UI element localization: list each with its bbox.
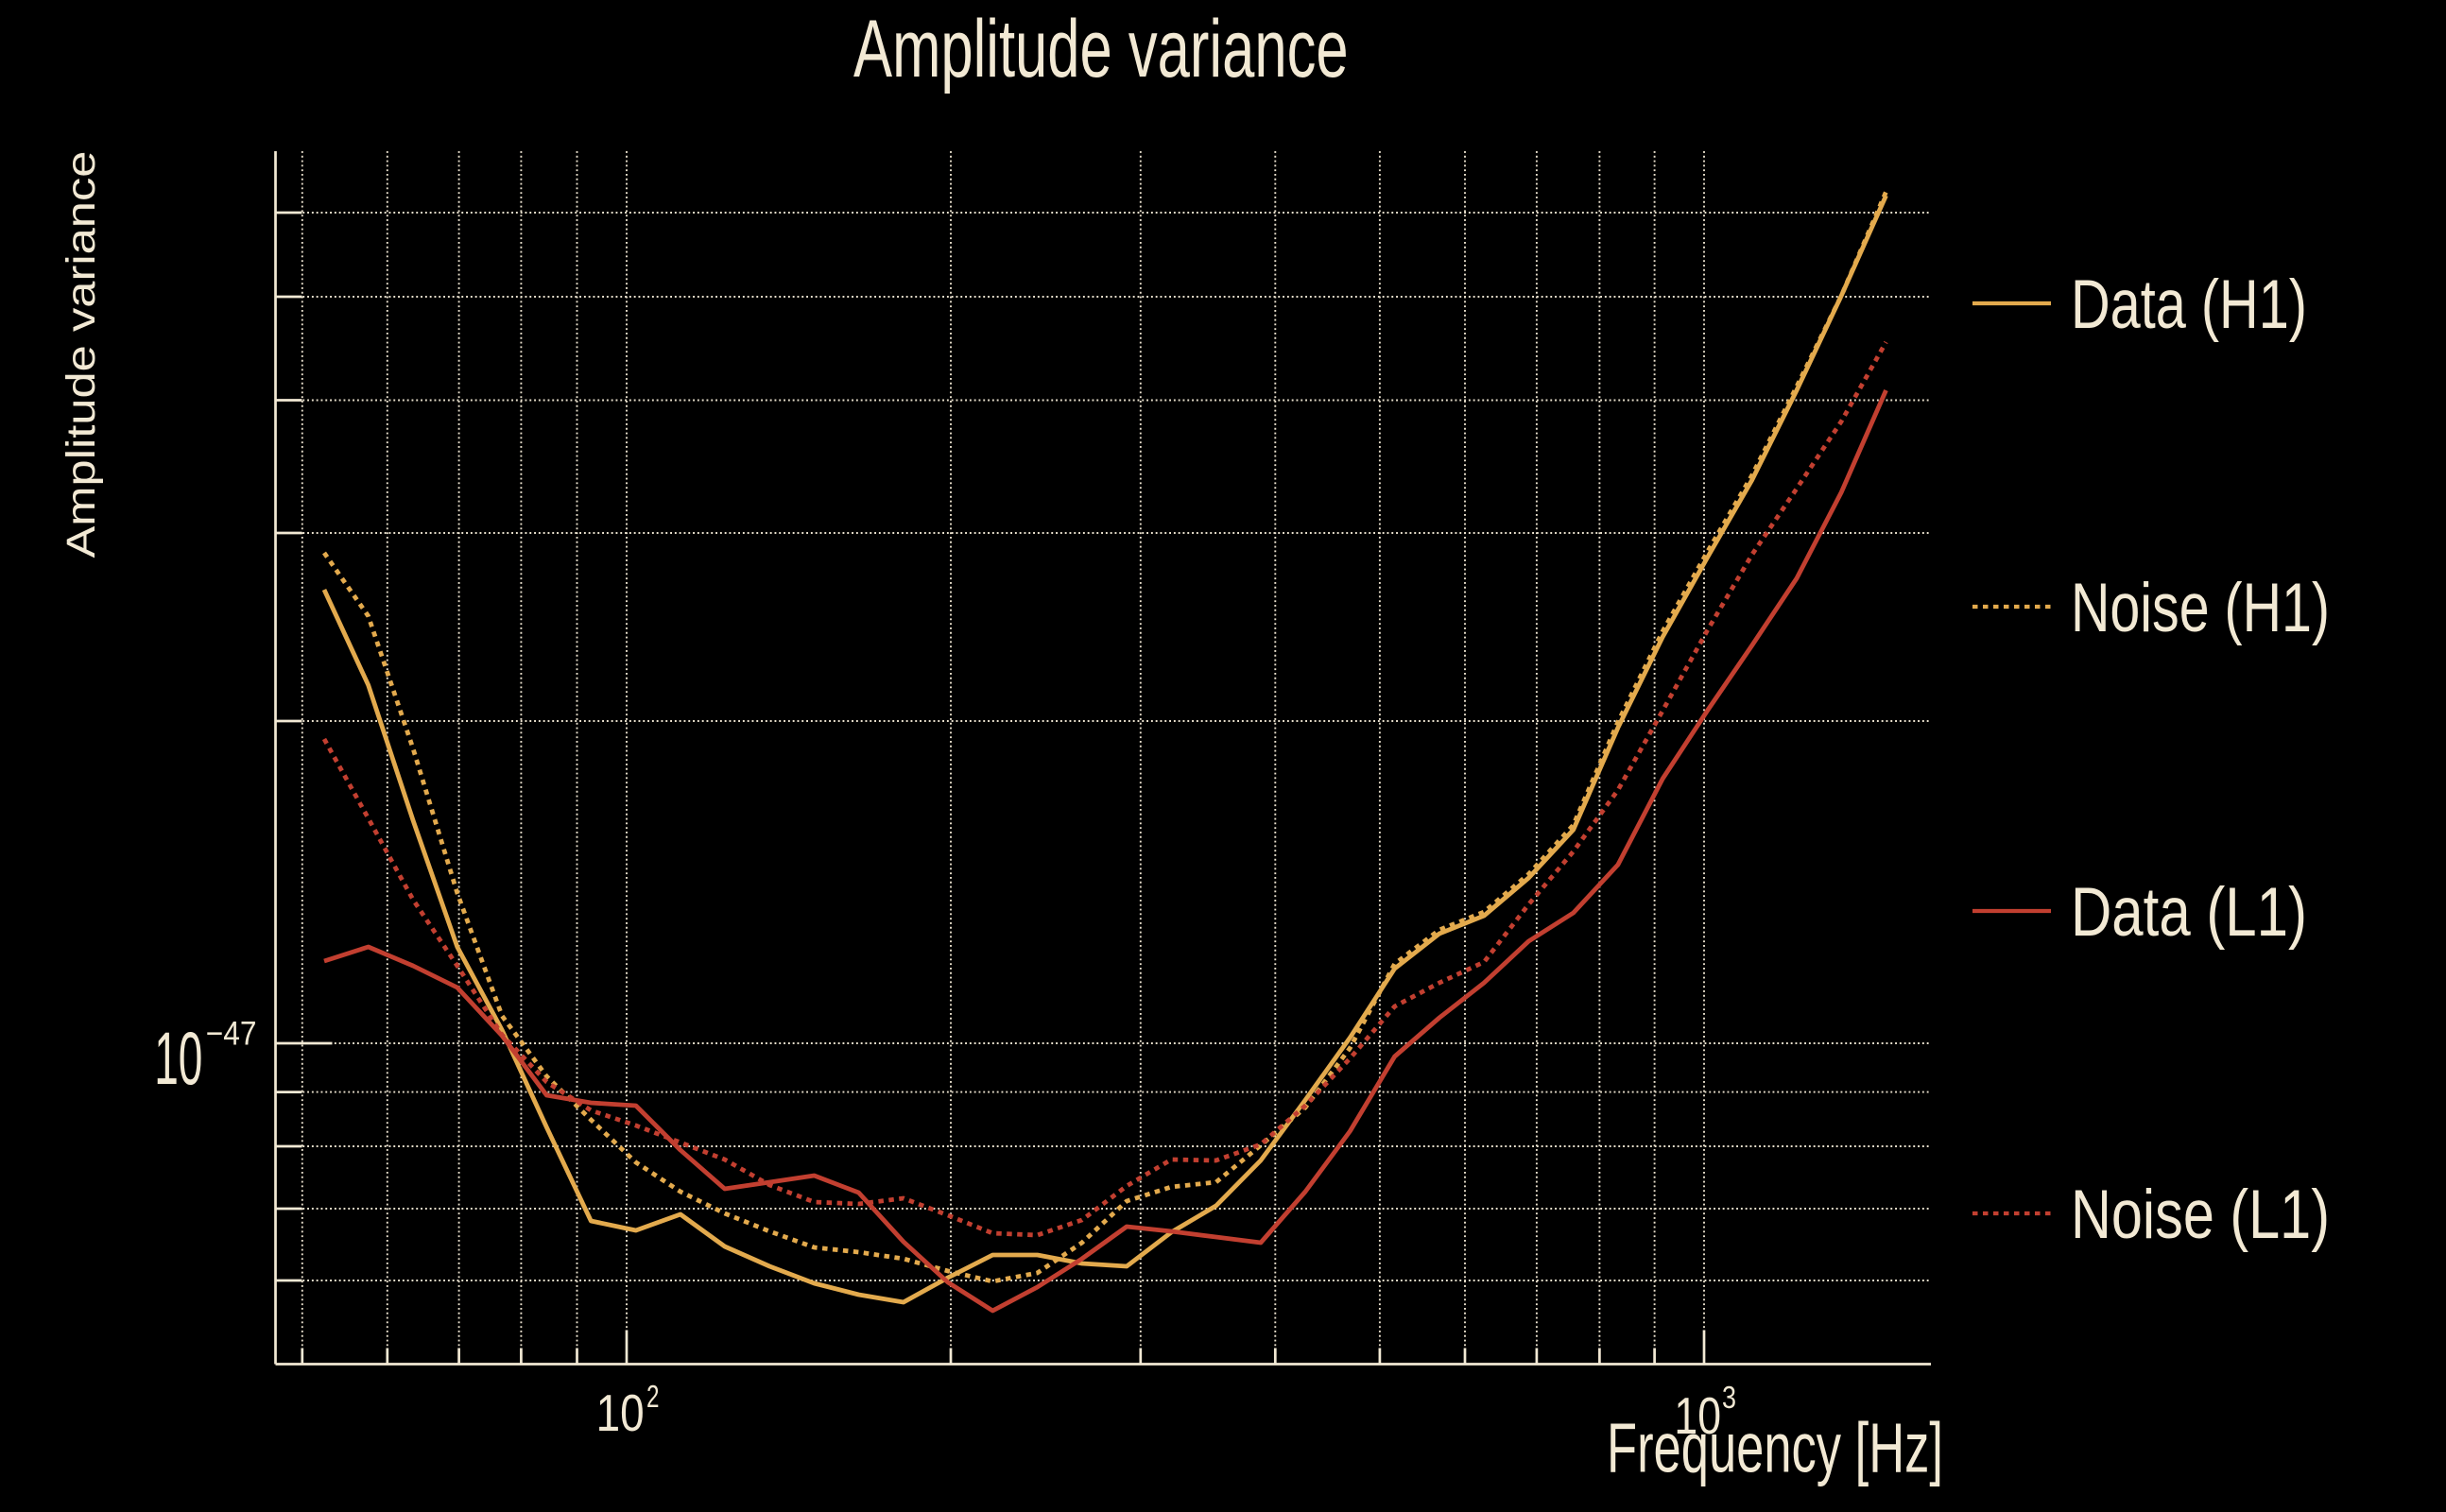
svg-text:3: 3	[1722, 1381, 1736, 1416]
svg-text:Amplitude variance: Amplitude variance	[853, 3, 1349, 94]
svg-text:Amplitude variance: Amplitude variance	[59, 151, 103, 558]
svg-text:2: 2	[646, 1380, 660, 1415]
svg-text:10: 10	[154, 1016, 202, 1100]
svg-text:10: 10	[1674, 1387, 1721, 1445]
svg-text:10: 10	[596, 1384, 645, 1442]
svg-text:Frequency [Hz]: Frequency [Hz]	[1607, 1409, 1943, 1487]
svg-text:Noise (L1): Noise (L1)	[2071, 1177, 2330, 1253]
svg-text:Data (L1): Data (L1)	[2071, 874, 2307, 951]
svg-text:−47: −47	[206, 1015, 257, 1053]
svg-text:Data (H1): Data (H1)	[2071, 266, 2307, 343]
svg-text:Noise (H1): Noise (H1)	[2071, 570, 2330, 646]
